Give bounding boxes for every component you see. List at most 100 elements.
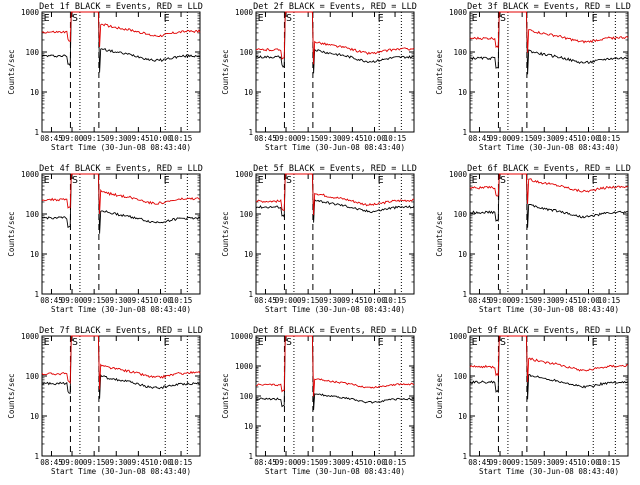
x-axis-label: Start Time (30-Jun-08 08:43:40) [51,143,191,152]
events-series-line [469,335,629,400]
region-marker: E [258,175,264,186]
events-series-line [41,173,201,234]
region-marker: E [472,175,478,186]
x-axis-label: Start Time (30-Jun-08 08:43:40) [265,143,405,152]
region-marker: E [164,337,170,348]
x-axis-label: Start Time (30-Jun-08 08:43:40) [51,305,191,314]
region-marker: E [44,175,50,186]
y-axis-label: Counts/sec [7,211,16,256]
y-tick-label: 1000 [449,8,468,17]
region-marker: S [286,337,292,348]
y-axis-label: Counts/sec [221,373,230,418]
region-marker: S [72,13,78,24]
y-tick-label: 100 [25,48,39,57]
x-tick-label: 09:15 [297,458,320,467]
lld-series-line [469,11,629,53]
region-marker: E [378,337,384,348]
lld-series-line [255,335,415,397]
region-marker: E [164,175,170,186]
y-tick-label: 1 [462,128,467,137]
panel-8: Det 8f BLACK = Events, RED = LLD 1 10 100 10… [221,326,417,476]
x-tick-label: 10:15 [598,296,621,305]
x-axis-label: Start Time (30-Jun-08 08:43:40) [265,467,405,476]
events-series-line [41,335,201,399]
x-tick-label: 09:00 [61,458,84,467]
x-tick-label: 10:00 [363,296,386,305]
x-tick-label: 09:00 [61,296,84,305]
x-tick-label: 09:30 [319,296,342,305]
y-tick-label: 10 [458,412,468,421]
lld-series-line [41,173,201,214]
plot-frame [469,335,629,457]
chart-title: Det 8f BLACK = Events, RED = LLD [253,326,417,336]
y-tick-label: 10 [458,88,468,97]
x-axis-label: Start Time (30-Jun-08 08:43:40) [479,305,619,314]
chart-title: Det 9f BLACK = Events, RED = LLD [467,326,631,336]
y-tick-label: 1000 [21,8,40,17]
x-tick-label: 09:45 [555,296,578,305]
x-tick-label: 09:00 [275,134,298,143]
lld-series-line [41,11,201,48]
y-tick-label: 10 [30,88,40,97]
region-marker: E [378,13,384,24]
chart-title: Det 7f BLACK = Events, RED = LLD [39,326,203,336]
chart-title: Det 5f BLACK = Events, RED = LLD [253,164,417,174]
region-marker: E [258,13,264,24]
region-marker: E [44,337,50,348]
y-axis-label: Counts/sec [435,49,444,94]
x-tick-label: 08:45 [254,296,277,305]
lld-series-line [256,173,414,216]
x-tick-label: 09:30 [105,458,128,467]
x-tick-label: 09:30 [105,296,128,305]
y-axis-label: Counts/sec [7,373,16,418]
lld-series-line [469,335,629,383]
x-tick-label: 09:00 [489,134,512,143]
region-marker: S [500,337,506,348]
y-tick-label: 1 [34,128,39,137]
y-tick-label: 10 [30,412,40,421]
plot-frame [41,173,201,295]
y-tick-label: 1000 [449,332,468,341]
x-tick-label: 09:45 [341,458,364,467]
x-tick-label: 10:15 [170,134,193,143]
y-tick-label: 10 [244,88,254,97]
region-marker: S [286,13,292,24]
region-marker: E [592,337,598,348]
y-tick-label: 100 [453,210,467,219]
y-axis-label: Counts/sec [435,373,444,418]
x-tick-label: 09:45 [127,134,150,143]
x-tick-label: 09:45 [555,134,578,143]
x-tick-label: 10:00 [577,134,600,143]
panel-7: Det 7f BLACK = Events, RED = LLD 1 10 100 10… [7,326,203,476]
events-series-line [469,11,629,75]
x-tick-label: 09:45 [127,296,150,305]
chart-title: Det 6f BLACK = Events, RED = LLD [467,164,631,174]
x-tick-label: 09:45 [341,134,364,143]
x-tick-label: 09:45 [127,458,150,467]
x-tick-label: 09:30 [533,134,556,143]
x-tick-label: 08:45 [254,458,277,467]
x-axis-label: Start Time (30-Jun-08 08:43:40) [265,305,405,314]
x-axis-label: Start Time (30-Jun-08 08:43:40) [479,467,619,476]
plot-frame [255,173,415,295]
region-marker: S [286,175,292,186]
x-tick-label: 10:00 [577,458,600,467]
y-axis-label: Counts/sec [7,49,16,94]
events-series-line [469,173,629,228]
region-marker: S [500,175,506,186]
x-tick-label: 09:00 [489,296,512,305]
region-marker: S [72,175,78,186]
region-marker: E [472,337,478,348]
x-tick-label: 09:15 [83,134,106,143]
x-tick-label: 09:30 [533,296,556,305]
y-tick-label: 10 [244,422,254,431]
y-tick-label: 1000 [235,362,254,371]
y-tick-label: 1000 [235,170,254,179]
x-tick-label: 09:30 [105,134,128,143]
x-tick-label: 10:15 [170,296,193,305]
x-tick-label: 10:00 [577,296,600,305]
y-axis-label: Counts/sec [435,211,444,256]
x-tick-label: 09:00 [489,458,512,467]
plot-frame [41,11,201,133]
